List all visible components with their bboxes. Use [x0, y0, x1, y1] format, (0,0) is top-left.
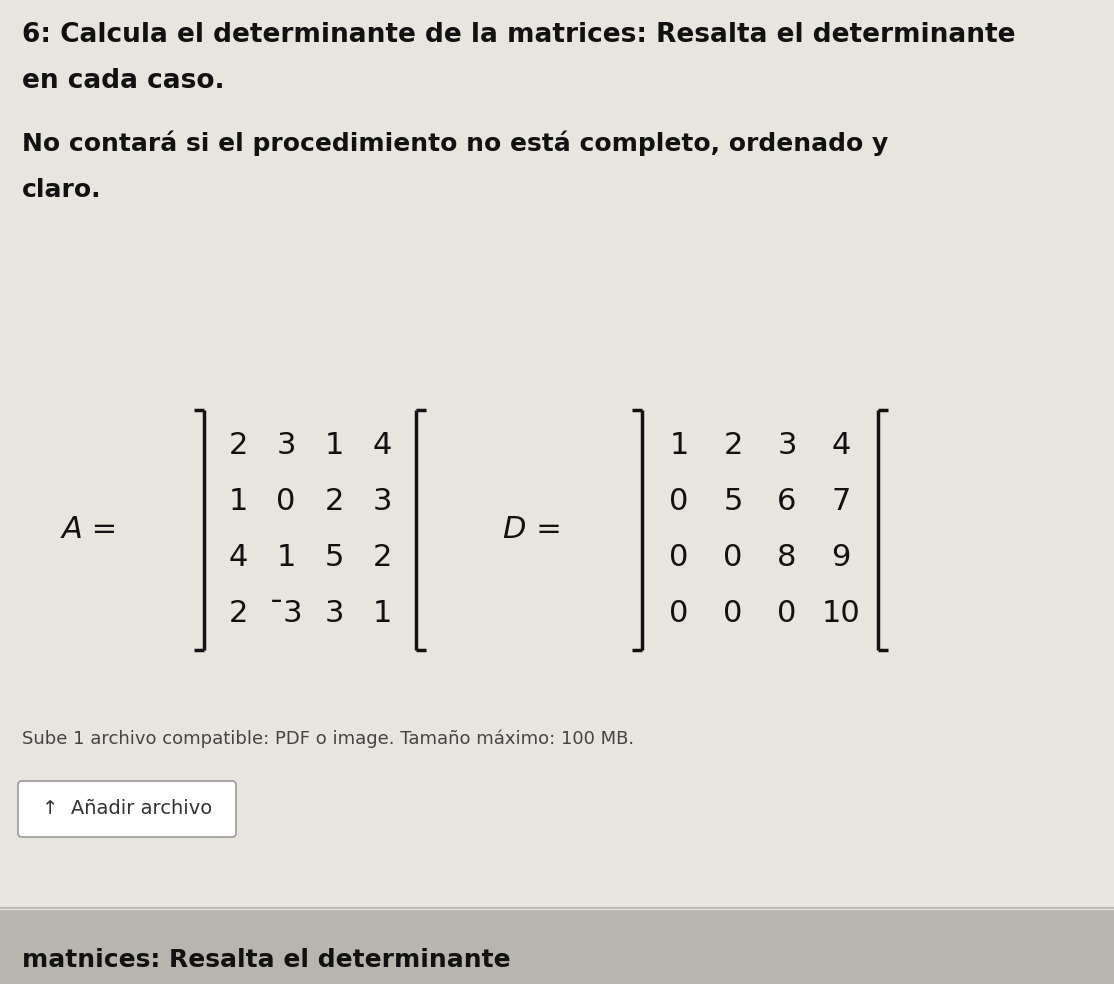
Text: 3: 3 — [324, 599, 344, 629]
Text: 0: 0 — [670, 487, 688, 517]
Text: D =: D = — [504, 516, 561, 544]
Text: 1: 1 — [324, 432, 344, 461]
Text: 8: 8 — [778, 543, 797, 573]
Text: 3: 3 — [372, 487, 392, 517]
Text: 1: 1 — [372, 599, 392, 629]
Text: 0: 0 — [670, 543, 688, 573]
Text: 3: 3 — [778, 432, 797, 461]
Text: 6: Calcula el determinante de la matrices: Resalta el determinante: 6: Calcula el determinante de la matrice… — [22, 22, 1016, 48]
Text: 0: 0 — [670, 599, 688, 629]
Text: 2: 2 — [723, 432, 743, 461]
Text: 10: 10 — [822, 599, 860, 629]
Text: A =: A = — [62, 516, 118, 544]
Text: 2: 2 — [372, 543, 392, 573]
Text: 9: 9 — [831, 543, 851, 573]
Text: 1: 1 — [228, 487, 247, 517]
Text: Sube 1 archivo compatible: PDF o image. Tamaño máximo: 100 MB.: Sube 1 archivo compatible: PDF o image. … — [22, 730, 634, 749]
Text: 0: 0 — [723, 599, 743, 629]
Text: 5: 5 — [324, 543, 344, 573]
Text: 4: 4 — [831, 432, 851, 461]
Text: en cada caso.: en cada caso. — [22, 68, 225, 94]
Text: 0: 0 — [276, 487, 295, 517]
Text: 2: 2 — [228, 432, 247, 461]
Text: 1: 1 — [276, 543, 295, 573]
Bar — [0, 910, 1114, 984]
Text: 3: 3 — [276, 432, 295, 461]
Text: 5: 5 — [723, 487, 743, 517]
Text: 6: 6 — [778, 487, 797, 517]
Text: 2: 2 — [228, 599, 247, 629]
Text: 7: 7 — [831, 487, 851, 517]
FancyBboxPatch shape — [18, 781, 236, 837]
Text: 1: 1 — [670, 432, 688, 461]
Text: 0: 0 — [723, 543, 743, 573]
Text: No contará si el procedimiento no está completo, ordenado y: No contará si el procedimiento no está c… — [22, 130, 888, 155]
Text: 4: 4 — [228, 543, 247, 573]
Text: 2: 2 — [324, 487, 344, 517]
Text: ¯3: ¯3 — [268, 599, 303, 629]
Text: ↑  Añadir archivo: ↑ Añadir archivo — [42, 799, 212, 819]
Text: 0: 0 — [778, 599, 797, 629]
Text: claro.: claro. — [22, 178, 101, 202]
Text: 4: 4 — [372, 432, 392, 461]
Text: matnices: Resalta el determinante: matnices: Resalta el determinante — [22, 948, 510, 972]
